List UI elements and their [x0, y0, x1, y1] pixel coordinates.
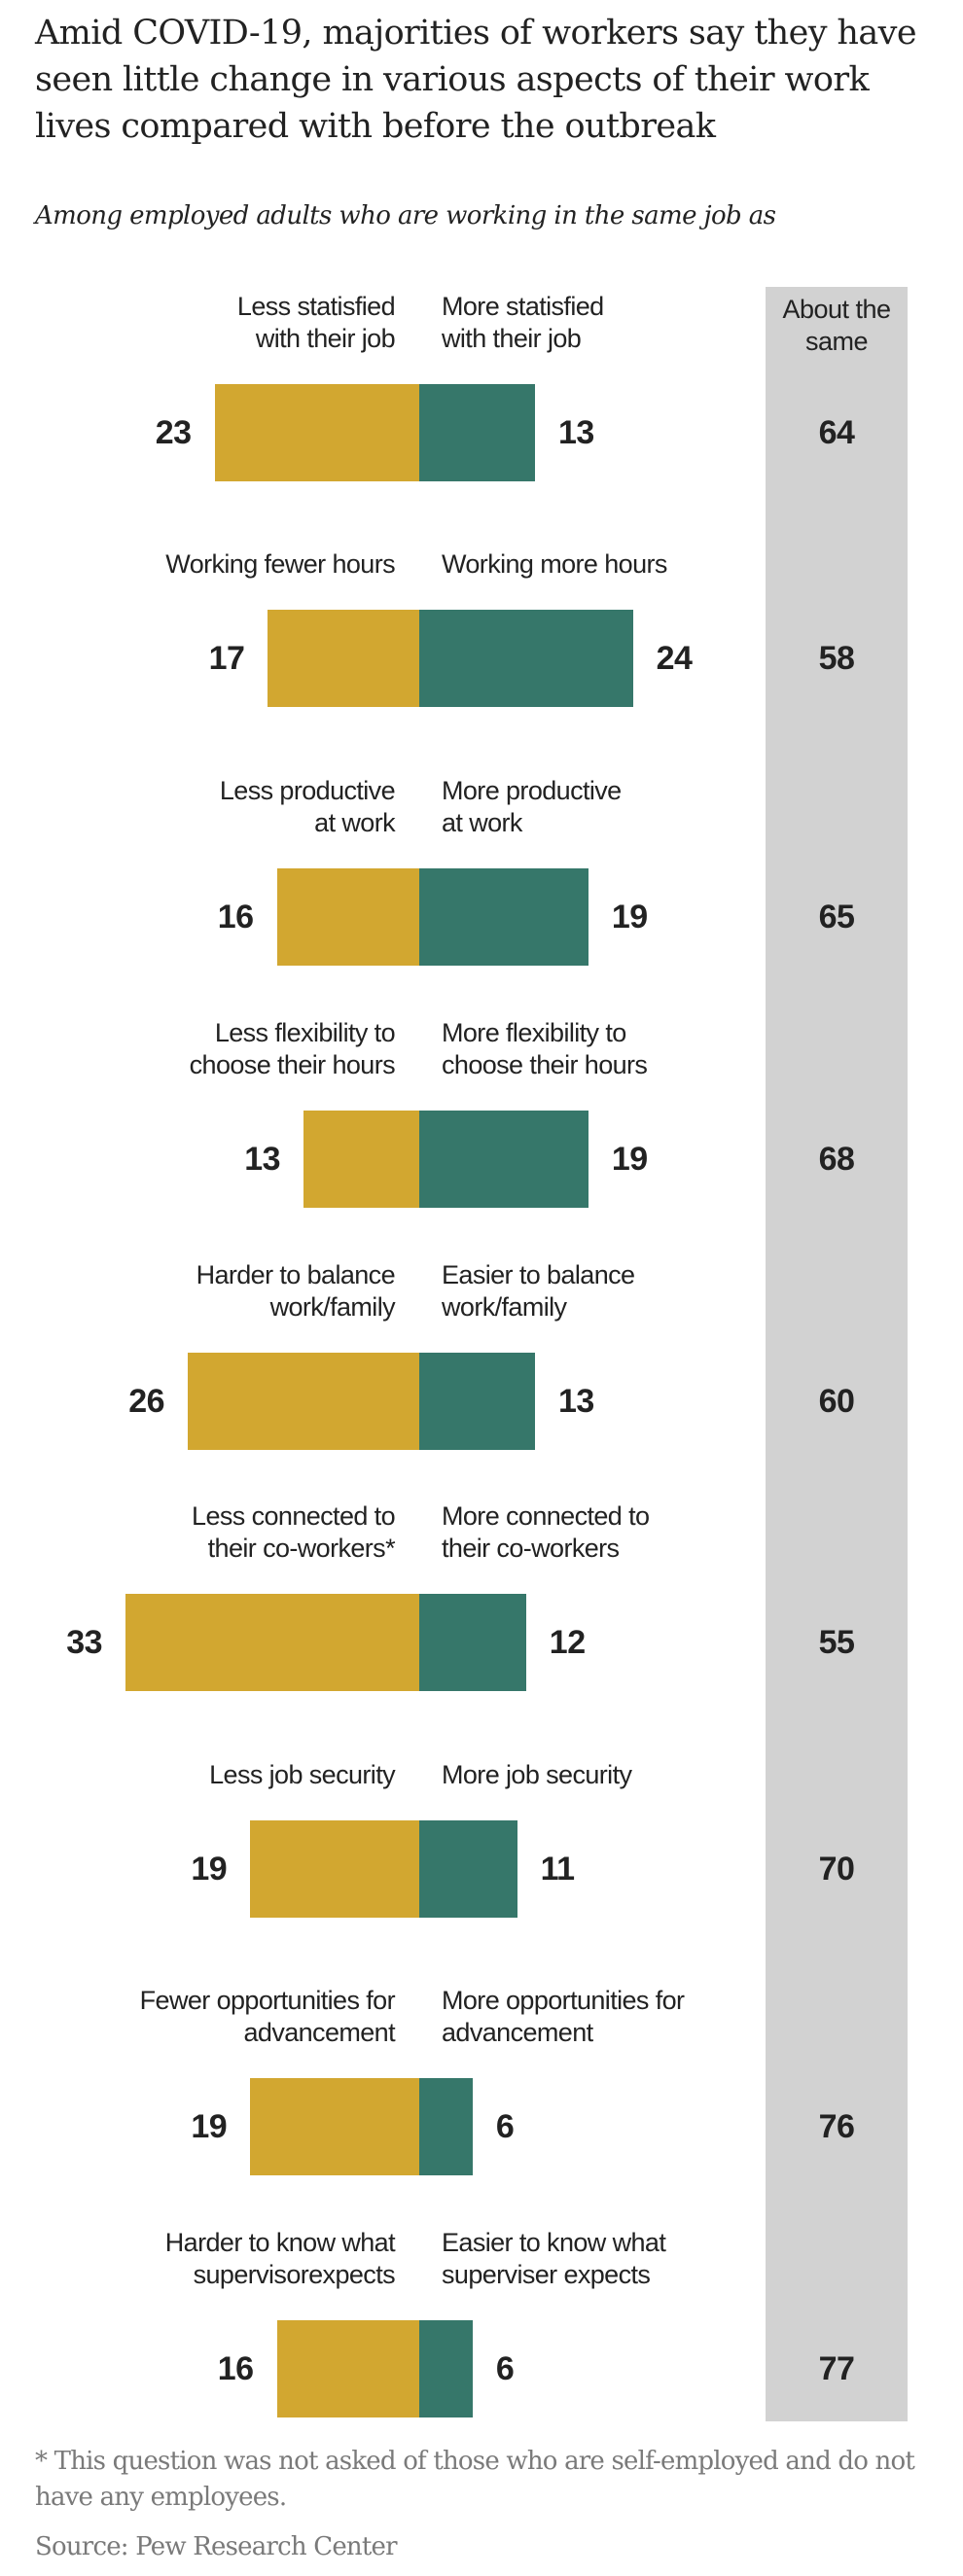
row-left-label: Less connected to their co-workers* — [192, 1501, 396, 1563]
row-right-label: More connected to their co-workers — [442, 1501, 650, 1563]
value-about-same: 77 — [818, 2350, 855, 2387]
bar-positive — [419, 1820, 517, 1918]
value-about-same: 68 — [818, 1141, 855, 1178]
value-negative: 26 — [128, 1383, 165, 1420]
value-negative: 16 — [217, 899, 254, 935]
value-about-same: 64 — [818, 414, 855, 451]
source-note: Source: Pew Research Center — [35, 2532, 398, 2561]
bar-positive — [419, 1111, 588, 1208]
value-positive: 19 — [611, 899, 648, 935]
row-left-label: Harder to balance work/family — [196, 1260, 396, 1322]
value-negative: 23 — [155, 414, 192, 451]
row-left-label: Less job security — [209, 1760, 395, 1789]
bar-positive — [419, 384, 535, 481]
value-positive: 24 — [656, 640, 693, 677]
value-positive: 13 — [557, 414, 594, 451]
value-about-same: 58 — [818, 640, 855, 677]
row-right-label: More statisfied with their job — [442, 292, 604, 353]
bar-negative — [188, 1353, 419, 1450]
value-about-same: 55 — [818, 1624, 855, 1661]
row-right-label: More flexibility to choose their hours — [442, 1018, 648, 1079]
value-about-same: 60 — [818, 1383, 855, 1420]
value-about-same: 76 — [818, 2108, 855, 2145]
bar-negative — [276, 868, 419, 966]
row-right-label: More productive at work — [442, 776, 622, 837]
row-left-label: Less statisfied with their job — [236, 292, 396, 353]
row-right-label: More job security — [442, 1760, 632, 1789]
value-about-same: 70 — [818, 1851, 855, 1888]
bar-positive — [419, 1353, 535, 1450]
value-negative: 13 — [244, 1141, 281, 1178]
row-right-label: More opportunities for advancement — [442, 1986, 685, 2047]
row-left-label: Harder to know what supervisorexpects — [164, 2228, 396, 2289]
row-left-label: Working fewer hours — [165, 549, 395, 579]
value-positive: 12 — [549, 1624, 586, 1661]
value-positive: 6 — [495, 2350, 515, 2387]
value-positive: 11 — [540, 1851, 575, 1888]
footnote: * This question was not asked of those w… — [35, 2447, 915, 2512]
row-right-label: Easier to balance work/family — [442, 1260, 635, 1322]
value-about-same: 65 — [818, 899, 855, 935]
row-left-label: Less productive at work — [219, 776, 396, 837]
row-left-label: Fewer opportunities for advancement — [139, 1986, 396, 2047]
chart-title: Amid COVID-19, majorities of workers say… — [35, 14, 917, 146]
bar-negative — [250, 2078, 419, 2175]
row-left-label: Less flexibility to choose their hours — [189, 1018, 396, 1079]
bar-positive — [419, 2320, 473, 2417]
about-the-same-column — [766, 287, 908, 2421]
bar-positive — [419, 868, 588, 966]
about-the-same-header: About the same — [782, 295, 891, 356]
bar-negative — [276, 2320, 419, 2417]
bar-negative — [303, 1111, 419, 1208]
bar-negative — [250, 1820, 419, 1918]
bar-positive — [419, 610, 633, 707]
value-negative: 16 — [217, 2350, 254, 2387]
value-negative: 19 — [191, 1851, 228, 1888]
bar-positive — [419, 2078, 473, 2175]
value-negative: 17 — [208, 640, 245, 677]
chart-subtitle: Among employed adults who are working in… — [35, 201, 776, 230]
bar-negative — [125, 1594, 419, 1691]
bar-negative — [268, 610, 419, 707]
value-negative: 33 — [66, 1624, 103, 1661]
bar-positive — [419, 1594, 526, 1691]
bar-negative — [214, 384, 419, 481]
value-positive: 19 — [611, 1141, 648, 1178]
value-positive: 6 — [495, 2108, 515, 2145]
value-negative: 19 — [191, 2108, 228, 2145]
value-positive: 13 — [557, 1383, 594, 1420]
row-right-label: Easier to know what superviser expects — [442, 2228, 666, 2289]
row-right-label: Working more hours — [442, 549, 667, 579]
